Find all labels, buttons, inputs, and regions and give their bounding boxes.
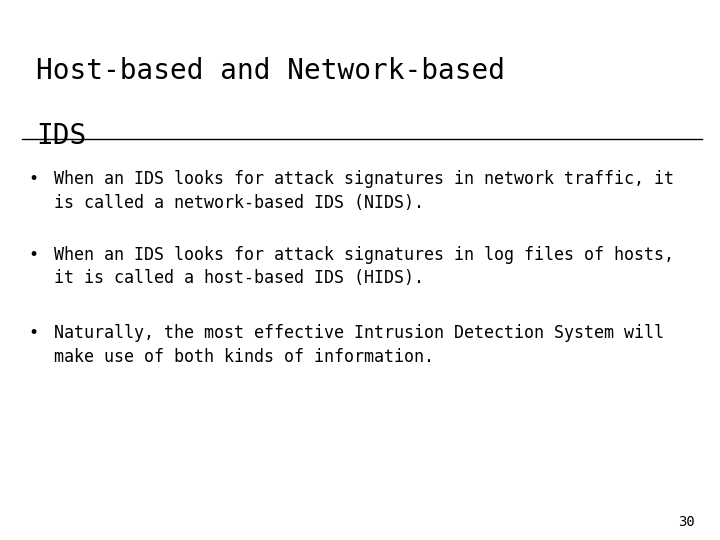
Text: •: • [29, 170, 39, 188]
Text: •: • [29, 324, 39, 342]
Text: Host-based and Network-based: Host-based and Network-based [36, 57, 505, 85]
Text: When an IDS looks for attack signatures in log files of hosts,
it is called a ho: When an IDS looks for attack signatures … [54, 246, 674, 287]
Text: 30: 30 [678, 515, 695, 529]
Text: When an IDS looks for attack signatures in network traffic, it
is called a netwo: When an IDS looks for attack signatures … [54, 170, 674, 212]
Text: Naturally, the most effective Intrusion Detection System will
make use of both k: Naturally, the most effective Intrusion … [54, 324, 664, 366]
Text: •: • [29, 246, 39, 264]
Text: IDS: IDS [36, 122, 86, 150]
